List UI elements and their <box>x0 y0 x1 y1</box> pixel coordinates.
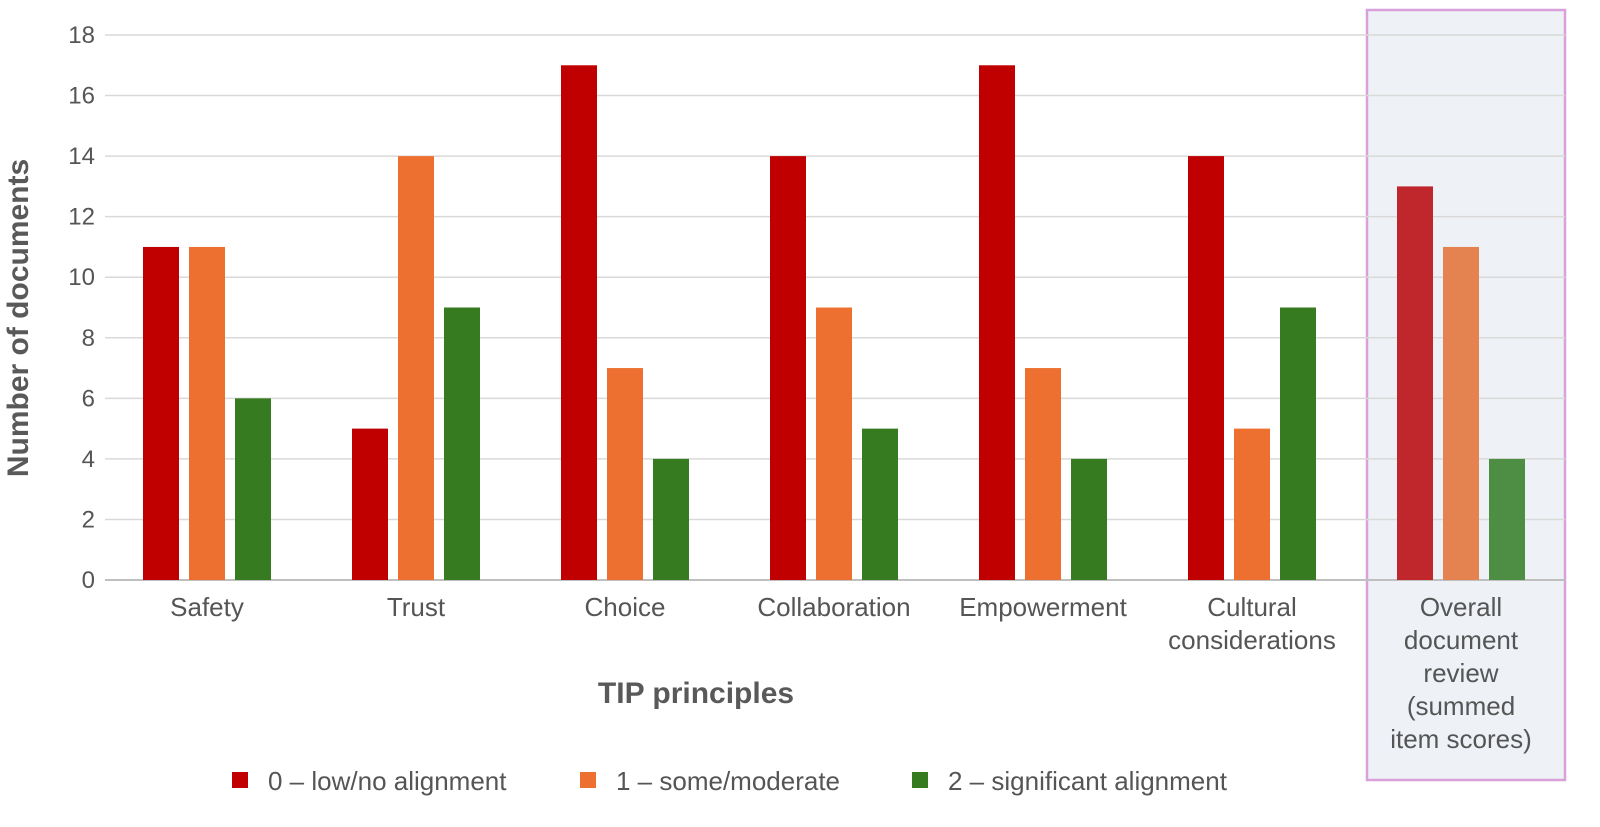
x-tick-label: Overall <box>1420 592 1502 622</box>
bar <box>1188 156 1224 580</box>
x-tick-label: Empowerment <box>959 592 1127 622</box>
bar <box>1071 458 1107 580</box>
bar <box>398 156 434 580</box>
bar <box>189 246 225 580</box>
bar <box>770 156 806 580</box>
y-tick-label: 6 <box>82 385 95 412</box>
y-tick-label: 12 <box>68 204 95 231</box>
bar <box>1397 186 1433 580</box>
bar <box>979 65 1015 581</box>
y-tick-label: 4 <box>82 446 95 473</box>
y-axis-title: Number of documents <box>2 159 35 477</box>
legend-label: 1 – some/moderate <box>616 766 840 796</box>
bar <box>816 307 852 580</box>
legend-swatch <box>232 772 248 788</box>
x-tick-label: review <box>1423 658 1498 688</box>
x-tick-label: Collaboration <box>757 592 910 622</box>
y-tick-label: 10 <box>68 264 95 291</box>
x-tick-label: item scores) <box>1390 724 1532 754</box>
x-tick-label: document <box>1404 625 1519 655</box>
x-tick-label: Cultural <box>1207 592 1297 622</box>
bar <box>143 246 179 580</box>
y-tick-label: 18 <box>68 22 95 49</box>
legend-label: 0 – low/no alignment <box>268 766 507 796</box>
x-tick-label: Trust <box>387 592 446 622</box>
bar <box>1489 458 1525 580</box>
y-tick-label: 2 <box>82 506 95 533</box>
bar <box>653 458 689 580</box>
x-tick-label: Safety <box>170 592 244 622</box>
bar <box>1025 368 1061 580</box>
bar <box>862 428 898 580</box>
bar <box>1234 428 1270 580</box>
y-tick-label: 14 <box>68 143 95 170</box>
bar <box>235 398 271 580</box>
legend-swatch <box>580 772 596 788</box>
bar <box>561 65 597 581</box>
legend-swatch <box>912 772 928 788</box>
bar <box>1443 246 1479 580</box>
bar <box>1280 307 1316 580</box>
bar <box>607 368 643 580</box>
y-tick-label: 8 <box>82 325 95 352</box>
x-tick-label: considerations <box>1168 625 1336 655</box>
y-tick-label: 0 <box>82 567 95 594</box>
bar <box>444 307 480 580</box>
x-tick-label: Choice <box>585 592 666 622</box>
legend-label: 2 – significant alignment <box>948 766 1228 796</box>
x-axis-title: TIP principles <box>598 677 794 710</box>
x-tick-label: (summed <box>1407 691 1515 721</box>
bar <box>352 428 388 580</box>
y-tick-label: 16 <box>68 83 95 110</box>
